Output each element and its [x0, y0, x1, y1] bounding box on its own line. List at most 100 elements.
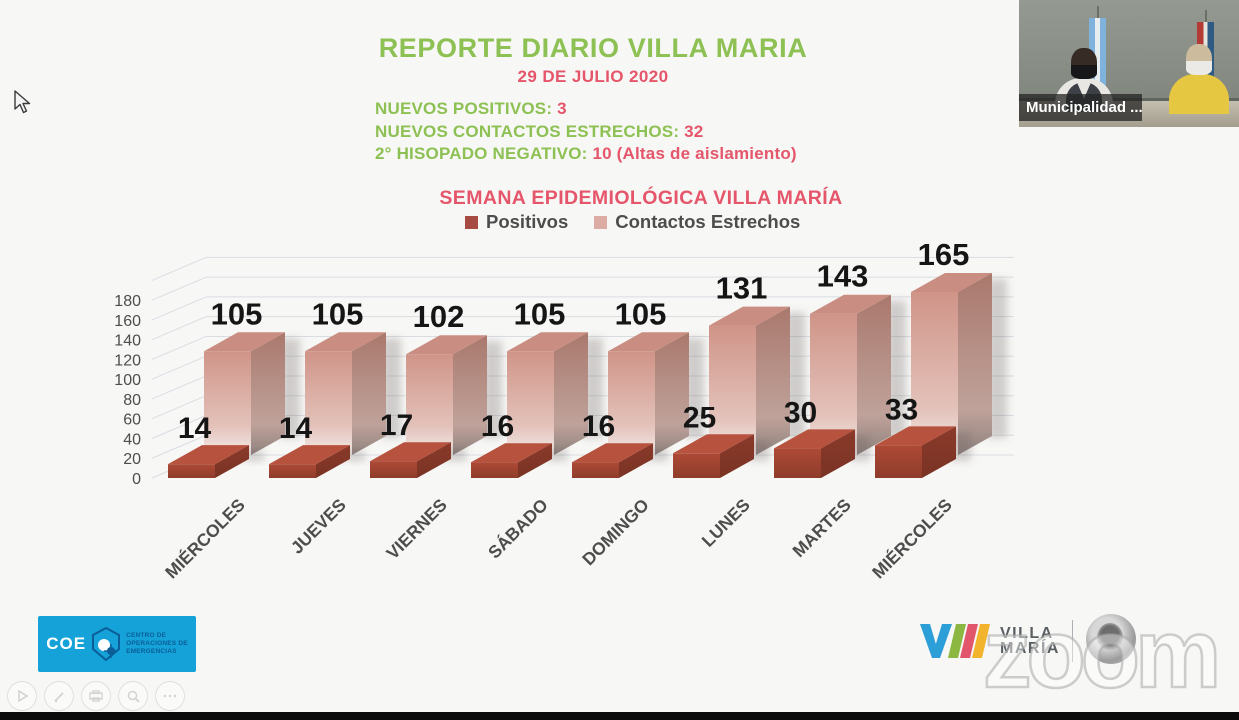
bar-value-label: 102	[413, 299, 465, 334]
bar-value-label: 17	[380, 409, 413, 442]
bar-front-face	[471, 462, 518, 478]
masked-face	[1186, 44, 1212, 75]
bar-shadow	[987, 278, 1007, 438]
bar-positivos-5	[673, 434, 769, 478]
printer-icon	[89, 690, 103, 702]
coe-logo: COE CENTRO DE OPERACIONES DE EMERGENCIAS	[38, 616, 196, 672]
bar-top-face	[204, 332, 285, 352]
bar-side-face	[251, 332, 285, 455]
x-axis-label: VIERNES	[382, 495, 450, 563]
bar-front-face	[875, 445, 922, 478]
bar-top-face	[673, 434, 754, 454]
bar-positivos-4	[572, 443, 668, 478]
bar-side-face	[756, 306, 790, 455]
bar-front-face	[168, 464, 215, 478]
bar-front-face	[673, 453, 720, 478]
bar-front-face	[608, 351, 655, 455]
chart-legend: Positivos Contactos Estrechos	[465, 211, 800, 233]
daily-stats: NUEVOS POSITIVOS: 3 NUEVOS CONTACTOS EST…	[375, 98, 797, 166]
bar-value-label: 33	[885, 393, 918, 426]
bar-side-face	[958, 272, 992, 455]
bar-side-face	[720, 434, 754, 478]
bar-shadow	[886, 300, 906, 438]
x-axis-label: MIÉRCOLES	[160, 494, 248, 582]
stat-negative-swab: 2° HISOPADO NEGATIVO: 10 (Altas de aisla…	[375, 144, 797, 163]
legend-item-positivos: Positivos	[465, 211, 568, 233]
bar-top-face	[406, 335, 487, 355]
webcam-video-thumbnail[interactable]: Municipalidad ...	[1019, 0, 1239, 127]
bar-positivos-3	[471, 443, 567, 478]
bar-contactos-0	[204, 332, 300, 455]
zoom-watermark: zoom	[982, 598, 1223, 710]
gridline-stub	[151, 355, 207, 380]
bar-top-face	[269, 445, 350, 465]
city-crest-icon	[1086, 614, 1136, 664]
bar-side-face	[857, 294, 891, 455]
bar-shadow	[547, 449, 567, 461]
bar-front-face	[572, 462, 619, 478]
x-axis-label: MARTES	[788, 495, 854, 561]
mouse-cursor-icon	[14, 90, 31, 114]
bar-top-face	[709, 306, 790, 326]
bar-side-face	[316, 445, 350, 478]
more-button[interactable]	[155, 681, 185, 711]
bar-front-face	[911, 291, 958, 455]
masked-face	[1071, 48, 1097, 79]
bar-front-face	[406, 354, 453, 455]
x-axis-label: MIÉRCOLES	[867, 494, 955, 582]
bar-shadow	[381, 338, 401, 438]
logo-divider	[1071, 620, 1074, 662]
bar-contactos-1	[305, 332, 401, 455]
bar-value-label: 14	[279, 412, 313, 445]
bar-top-face	[774, 429, 855, 449]
search-button[interactable]	[118, 681, 148, 711]
villa-maria-logo-text: VILLA MARÍA	[1000, 624, 1060, 657]
bar-side-face	[655, 332, 689, 455]
bar-value-label: 16	[582, 410, 615, 443]
bar-top-face	[471, 443, 552, 463]
bar-top-face	[305, 332, 386, 352]
gridline-stub	[151, 415, 207, 439]
villa-maria-logo: VILLA MARÍA	[918, 618, 1074, 664]
bar-shadow	[951, 432, 971, 461]
bar-top-face	[507, 332, 588, 352]
annotate-button[interactable]	[44, 681, 74, 711]
stat-new-close-contacts: NUEVOS CONTACTOS ESTRECHOS: 32	[375, 121, 704, 141]
gridline-stub	[151, 316, 207, 341]
bar-positivos-7	[875, 426, 971, 478]
bar-side-face	[417, 442, 451, 478]
bar-positivos-2	[370, 442, 466, 478]
y-tick-label: 0	[132, 471, 141, 488]
bar-front-face	[810, 313, 857, 455]
villa-maria-vm-icon	[920, 624, 990, 658]
bar-side-face	[518, 443, 552, 478]
report-date: 29 DE JULIO 2020	[517, 67, 669, 86]
bar-top-face	[370, 442, 451, 462]
bar-side-face	[453, 335, 487, 455]
bar-front-face	[204, 351, 251, 455]
gridline-stub	[151, 395, 207, 420]
chart-title: SEMANA EPIDEMIOLÓGICA VILLA MARÍA	[439, 187, 843, 209]
bar-shadow	[345, 451, 365, 461]
bar-value-label: 143	[817, 259, 869, 294]
gridline-stub	[151, 375, 207, 400]
bar-shadow	[583, 338, 603, 438]
y-tick-label: 180	[114, 293, 141, 310]
x-axis-label: LUNES	[698, 495, 754, 551]
play-button[interactable]	[7, 681, 37, 711]
print-button[interactable]	[81, 681, 111, 711]
bar-value-label: 105	[211, 296, 263, 331]
bar-side-face	[554, 332, 588, 455]
bar-side-face	[215, 445, 249, 478]
stat-new-positives: NUEVOS POSITIVOS: 3	[375, 99, 567, 118]
legend-swatch-contactos-icon	[594, 215, 608, 229]
bar-value-label: 105	[615, 296, 667, 331]
x-axis-label: JUEVES	[287, 495, 350, 558]
bar-top-face	[875, 426, 956, 446]
bar-value-label: 30	[784, 396, 817, 429]
bar-shadow	[749, 440, 769, 461]
page-title: REPORTE DIARIO VILLA MARIA	[378, 33, 808, 63]
gridline-stub	[151, 454, 207, 479]
legend-item-contactos: Contactos Estrechos	[594, 211, 800, 233]
